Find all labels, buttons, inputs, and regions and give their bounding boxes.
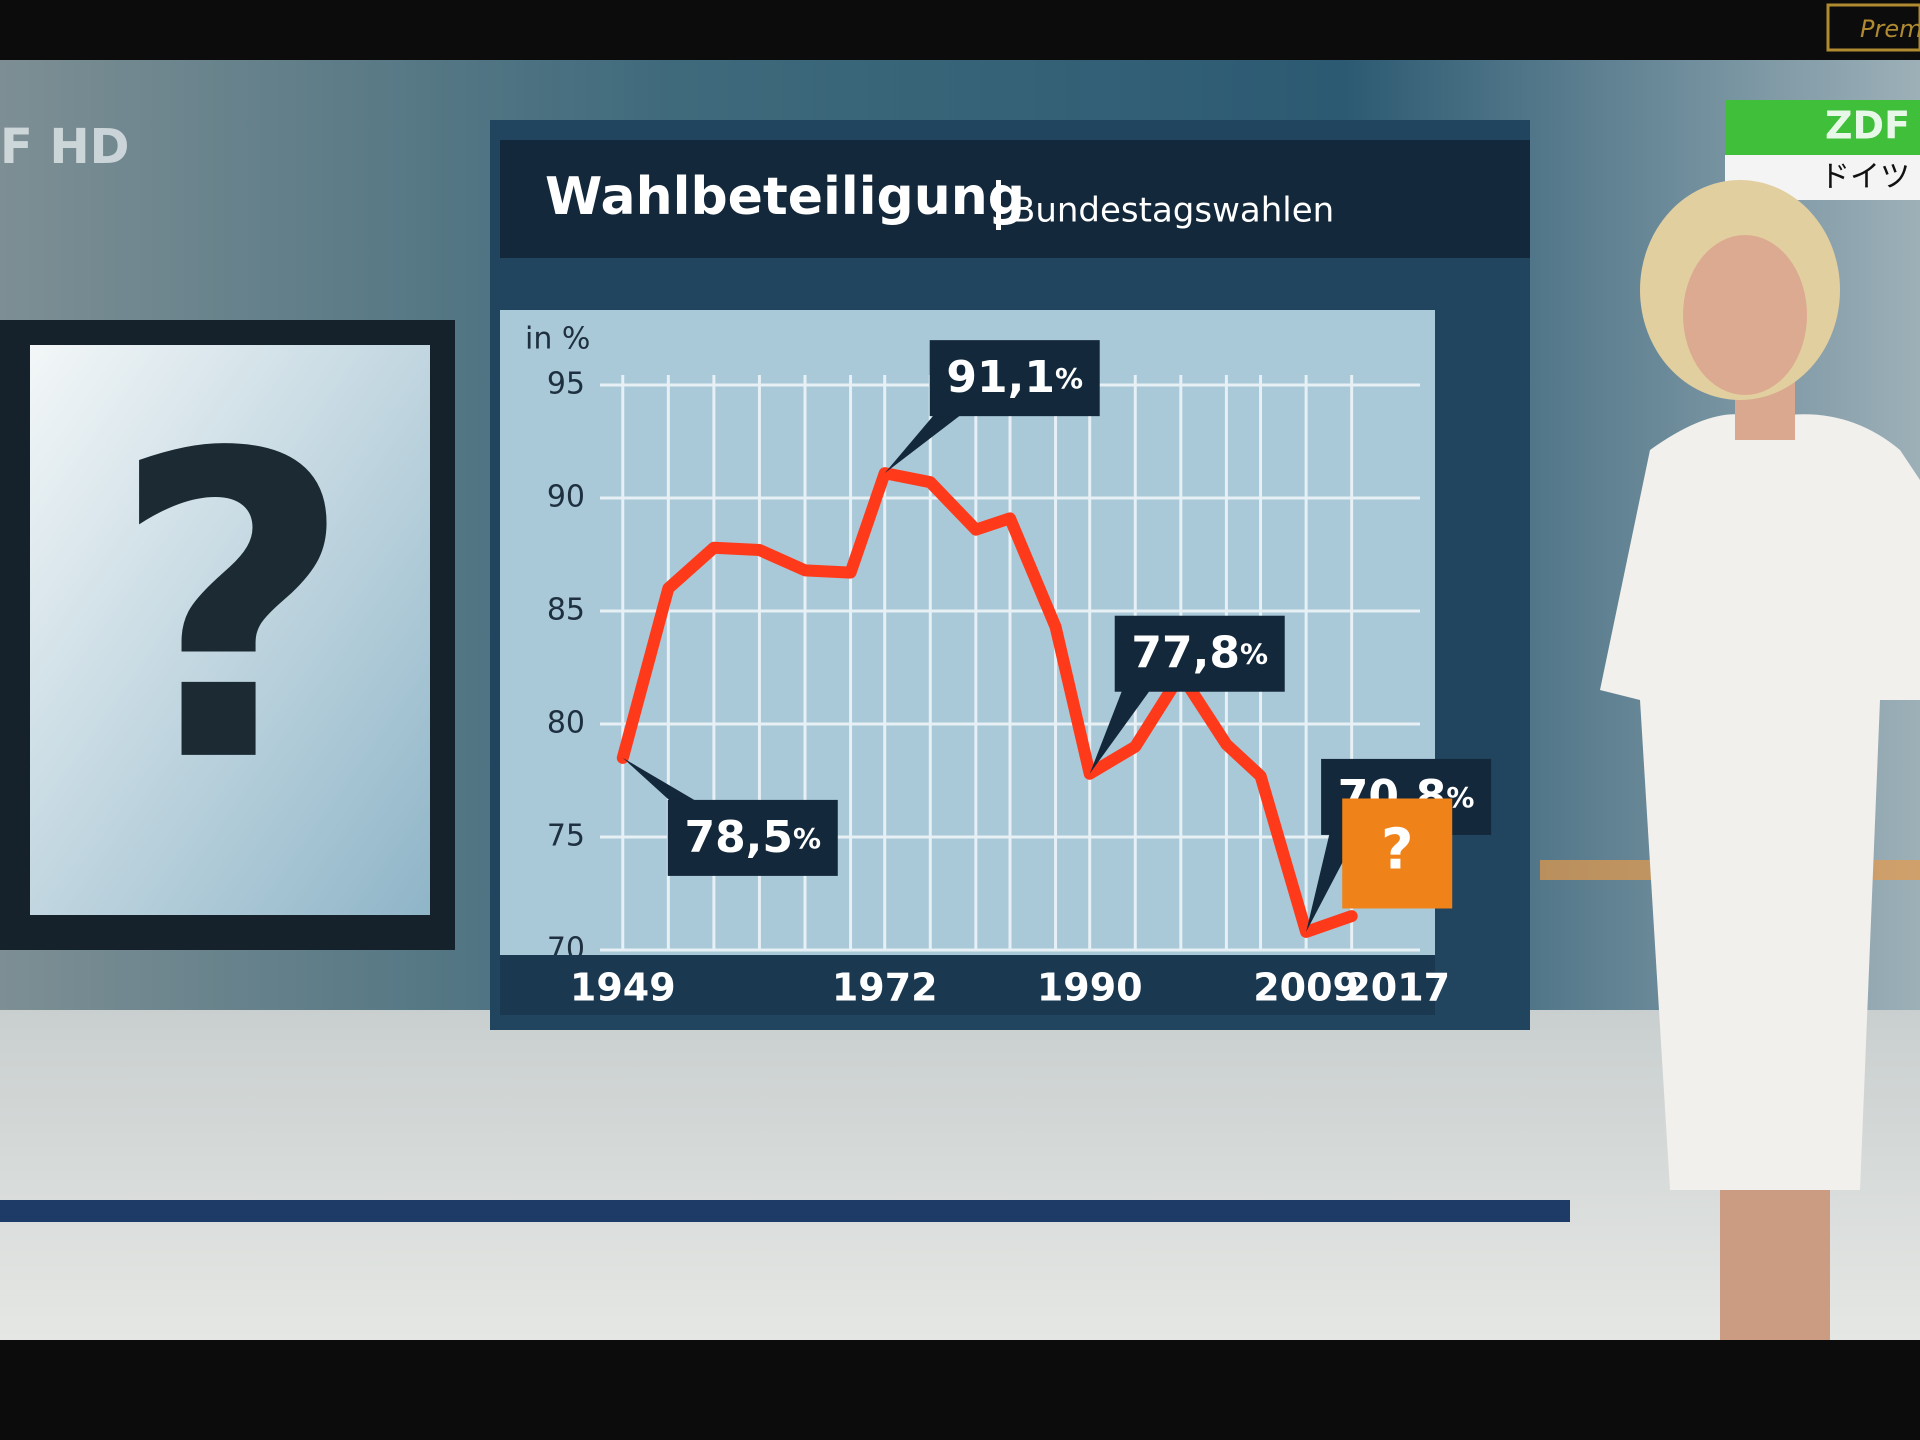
y-tick-label: 90 [547,480,585,515]
y-tick-label: 75 [547,819,585,854]
x-axis-band [500,955,1435,1015]
chart-title: Wahlbeteiligung [545,167,1025,227]
annotation-box [929,340,1100,417]
chart-subtitle: Bundestagswahlen [1012,191,1334,231]
corner-badge: ZDF [1825,104,1910,148]
left-panel [30,345,430,915]
x-tick-label: 1990 [1037,966,1143,1010]
x-tick-label: 2017 [1344,966,1450,1010]
annotation-label: 77,8% [1131,628,1268,679]
corner-badge-box [1725,100,1920,155]
annotation-number: 91,1 [946,352,1055,403]
annotation-number: 78,5 [684,812,793,863]
title-bar [500,140,1530,258]
left-panel-label: ? [110,366,354,855]
annotation-pointer [884,408,970,474]
floor-stripe [0,1200,1570,1222]
corner-sub: ドイツ [1820,160,1910,195]
annotation-pointer [622,757,708,808]
annotation-label: 78,5% [684,812,821,863]
x-tick-label: 1949 [570,966,676,1010]
annotation-number: 77,8 [1131,628,1240,679]
title-separator [996,180,1001,230]
y-axis-label: in % [525,322,590,357]
x-tick-label: 1972 [832,966,938,1010]
y-tick-label: 85 [547,593,585,628]
annotation-unit: % [1240,638,1268,671]
y-tick-label: 80 [547,706,585,741]
annotation-box [667,799,838,876]
annotation-label: 91,1% [946,352,1083,403]
annotation-unit: % [793,822,821,855]
x-tick-label: 2009 [1253,966,1359,1010]
annotation-box [1114,615,1285,692]
studio-floor [0,1010,1920,1340]
annotation-box [1342,798,1453,909]
annotation-label: ? [1381,818,1413,883]
turnout-line [616,467,1358,938]
annotation-pointer [1089,683,1155,774]
corner-top-box [1826,3,1920,52]
channel-logo: F HD [0,119,130,175]
corner-top: Prem [1860,15,1920,43]
presenter [1600,180,1920,1340]
annotation-unit: % [1055,362,1083,395]
y-tick-label: 95 [547,367,585,402]
